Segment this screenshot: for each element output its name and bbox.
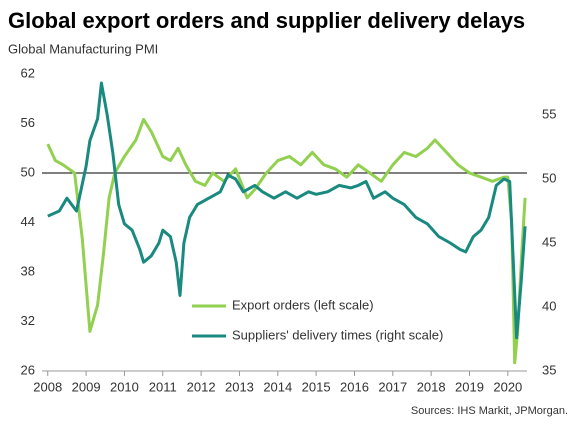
x-tick-label: 2017 (378, 379, 407, 394)
series-line (46, 117, 527, 365)
x-tick-label: 2018 (417, 379, 446, 394)
x-tick-label: 2014 (263, 379, 292, 394)
y-tick-label: 44 (21, 214, 35, 229)
legend-label: Suppliers' delivery times (right scale) (232, 327, 443, 342)
y-tick-label: 62 (21, 65, 35, 80)
y-tick-label: 50 (21, 164, 35, 179)
x-tick-label: 2011 (149, 379, 177, 394)
series-line (47, 81, 527, 340)
source: Sources: IHS Markit, JPMorgan. (411, 405, 568, 417)
y-tick-label: 26 (21, 362, 35, 377)
y2-tick-label: 40 (542, 298, 556, 313)
y-tick-label: 32 (21, 313, 35, 328)
x-tick-label: 2016 (340, 379, 369, 394)
x-tick-label: 2012 (187, 379, 216, 394)
x-tick-label: 2008 (33, 379, 62, 394)
y-tick-label: 56 (21, 115, 35, 130)
chart-subtitle: Global Manufacturing PMI (8, 41, 158, 56)
x-tick-label: 2019 (455, 379, 484, 394)
y2-tick-label: 35 (542, 362, 556, 377)
y-tick-label: 38 (21, 263, 35, 278)
x-tick-label: 2020 (493, 379, 522, 394)
x-tick-label: 2015 (302, 379, 331, 394)
y2-tick-label: 50 (542, 170, 556, 185)
x-tick-label: 2009 (72, 379, 101, 394)
x-tick-label: 2010 (110, 379, 139, 394)
legend-label: Export orders (left scale) (232, 297, 374, 312)
y2-tick-label: 55 (542, 106, 556, 121)
x-tick-label: 2013 (225, 379, 254, 394)
chart-title: Global export orders and supplier delive… (8, 8, 525, 33)
y2-tick-label: 45 (542, 234, 556, 249)
